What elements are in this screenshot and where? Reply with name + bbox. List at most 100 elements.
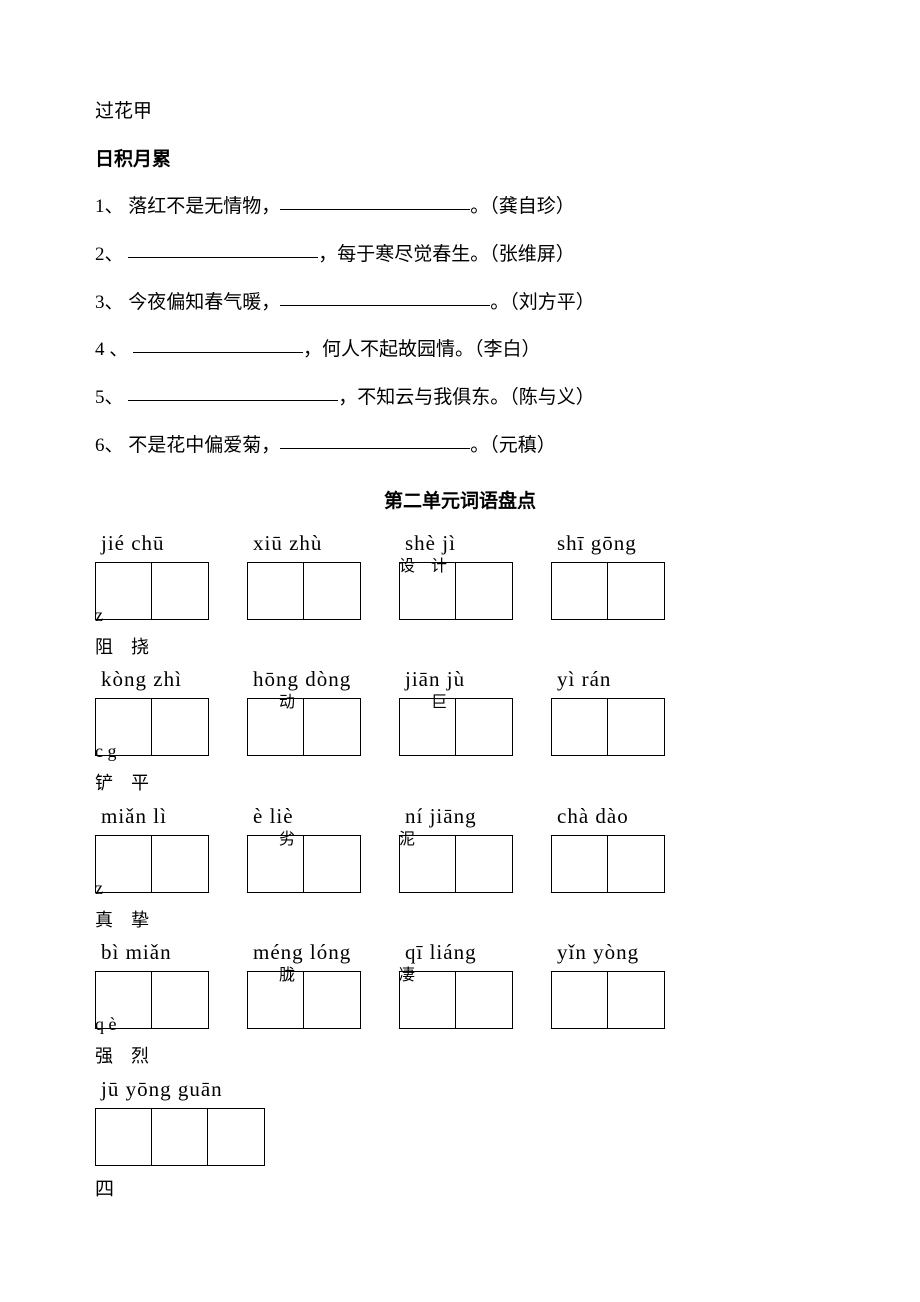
hanzi-hint: 动 xyxy=(247,695,295,711)
question-number: 3、 xyxy=(95,292,124,313)
char-boxes[interactable] xyxy=(95,835,209,893)
extra-hanzi: 铲 平 xyxy=(95,772,209,795)
char-box[interactable] xyxy=(96,563,152,619)
pinyin-text: qī liáng xyxy=(399,940,513,965)
top-text: 过花甲 xyxy=(95,90,825,134)
char-boxes[interactable] xyxy=(551,562,665,620)
extra-pinyin: q è xyxy=(95,1014,117,1036)
question-pre: 不是花中偏爱菊， xyxy=(124,435,281,456)
char-box[interactable] xyxy=(304,836,360,892)
char-box[interactable] xyxy=(456,972,512,1028)
char-boxes[interactable] xyxy=(551,835,665,893)
fill-blank[interactable] xyxy=(133,334,303,353)
pinyin-item: ní jiāng泥 xyxy=(399,804,513,893)
pinyin-row: jié chūz阻 挠xiū zhùshè jì设 计shī gōng xyxy=(95,531,825,660)
extra-pinyin: c g xyxy=(95,741,117,763)
char-box[interactable] xyxy=(96,836,152,892)
char-box[interactable] xyxy=(456,836,512,892)
pinyin-text: è liè xyxy=(247,804,361,829)
hanzi-hint: 劣 xyxy=(247,832,295,848)
pinyin-text: hōng dòng xyxy=(247,667,361,692)
char-box[interactable] xyxy=(552,836,608,892)
char-box[interactable] xyxy=(96,1109,152,1165)
char-box[interactable] xyxy=(304,972,360,1028)
question-line: 6、 不是花中偏爱菊，。（元稹） xyxy=(95,424,825,468)
char-box[interactable] xyxy=(552,699,608,755)
pinyin-item: kòng zhì c g 铲 平 xyxy=(95,667,209,796)
pinyin-text: méng lóng xyxy=(247,940,361,965)
pinyin-text: shī gōng xyxy=(551,531,665,556)
pinyin-text: jū yōng guān xyxy=(95,1077,265,1102)
pinyin-item: miǎn lìz真 挚 xyxy=(95,804,209,933)
fill-blank[interactable] xyxy=(128,239,318,258)
pinyin-item: jū yōng guān xyxy=(95,1077,265,1166)
question-number: 4 、 xyxy=(95,339,128,360)
char-box[interactable] xyxy=(152,563,208,619)
char-boxes[interactable] xyxy=(551,971,665,1029)
pinyin-row: kòng zhì c g 铲 平 hōng dòng 动 jiān jù 巨 yì rán xyxy=(95,667,825,796)
char-boxes[interactable] xyxy=(399,835,513,893)
pinyin-text: yǐn yòng xyxy=(551,940,665,965)
question-post: 。（龚自珍） xyxy=(470,196,575,217)
hanzi-hint: 设 计 xyxy=(399,559,447,575)
char-box[interactable] xyxy=(152,836,208,892)
char-box[interactable] xyxy=(208,1109,264,1165)
section-title: 第二单元词语盘点 xyxy=(95,486,825,513)
char-box[interactable] xyxy=(304,699,360,755)
pinyin-text: kòng zhì xyxy=(95,667,209,692)
pinyin-item: shè jì 设 计 xyxy=(399,531,513,620)
pinyin-text: miǎn lì xyxy=(95,804,209,829)
pinyin-row: bì miǎnq è强 烈méng lóng 胧qī liáng凄yǐn yòn… xyxy=(95,940,825,1069)
question-post: ，不知云与我俱东。（陈与义） xyxy=(338,387,595,408)
question-line: 4 、 ，何人不起故园情。（李白） xyxy=(95,328,825,372)
question-number: 5、 xyxy=(95,387,124,408)
char-box[interactable] xyxy=(248,563,304,619)
char-box[interactable] xyxy=(304,563,360,619)
fill-blank[interactable] xyxy=(280,430,470,449)
fill-blank[interactable] xyxy=(280,287,490,306)
char-boxes[interactable] xyxy=(399,971,513,1029)
question-pre: 今夜偏知春气暖， xyxy=(124,292,281,313)
pinyin-text: jiān jù xyxy=(399,667,513,692)
char-box[interactable] xyxy=(608,699,664,755)
pinyin-text: yì rán xyxy=(551,667,665,692)
pinyin-item: bì miǎnq è强 烈 xyxy=(95,940,209,1069)
hanzi-hint: 泥 xyxy=(399,832,415,848)
char-box[interactable] xyxy=(152,1109,208,1165)
question-line: 1、 落红不是无情物，。（龚自珍） xyxy=(95,185,825,229)
hanzi-hint: 凄 xyxy=(399,968,415,984)
pinyin-item: qī liáng 凄 xyxy=(399,940,513,1029)
char-box[interactable] xyxy=(152,699,208,755)
char-boxes[interactable] xyxy=(95,1108,265,1166)
char-boxes[interactable] xyxy=(247,562,361,620)
extra-hanzi: 真 挚 xyxy=(95,909,209,932)
char-box[interactable] xyxy=(152,972,208,1028)
pinyin-item: yǐn yòng xyxy=(551,940,665,1029)
last-label: 四 xyxy=(95,1168,825,1212)
pinyin-text: chà dào xyxy=(551,804,665,829)
char-box[interactable] xyxy=(456,563,512,619)
char-boxes[interactable] xyxy=(551,698,665,756)
question-number: 2、 xyxy=(95,244,124,265)
pinyin-item: méng lóng 胧 xyxy=(247,940,361,1029)
question-post: 。（刘方平） xyxy=(490,292,595,313)
pinyin-text: bì miǎn xyxy=(95,940,209,965)
char-box[interactable] xyxy=(608,563,664,619)
char-box[interactable] xyxy=(552,972,608,1028)
pinyin-text: shè jì xyxy=(399,531,513,556)
extra-pinyin: z xyxy=(95,605,103,627)
char-box[interactable] xyxy=(456,699,512,755)
char-box[interactable] xyxy=(608,972,664,1028)
char-boxes[interactable] xyxy=(95,562,209,620)
heading: 日积月累 xyxy=(95,138,825,182)
fill-blank[interactable] xyxy=(128,382,338,401)
question-number: 6、 xyxy=(95,435,124,456)
pinyin-text: xiū zhù xyxy=(247,531,361,556)
question-list: 1、 落红不是无情物，。（龚自珍）2、 ，每于寒尽觉春生。（张维屏）3、 今夜偏… xyxy=(95,185,825,467)
char-box[interactable] xyxy=(552,563,608,619)
char-box[interactable] xyxy=(608,836,664,892)
last-row: jū yōng guān xyxy=(95,1077,825,1166)
pinyin-item: è liè 劣 xyxy=(247,804,361,893)
fill-blank[interactable] xyxy=(280,191,470,210)
hanzi-hint: 巨 xyxy=(399,695,447,711)
